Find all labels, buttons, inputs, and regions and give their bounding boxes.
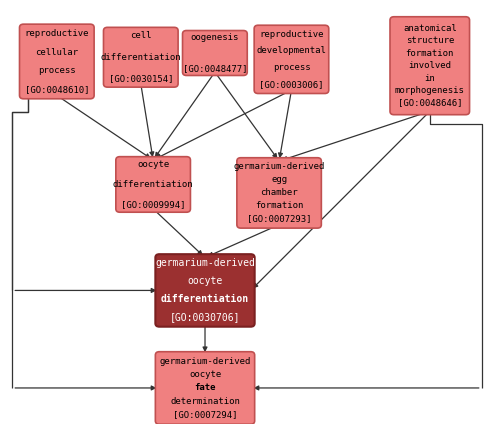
- Text: germarium-derived: germarium-derived: [234, 162, 325, 171]
- Text: structure: structure: [406, 36, 454, 45]
- Text: developmental: developmental: [256, 47, 327, 56]
- Text: oocyte: oocyte: [137, 160, 169, 169]
- Text: [GO:0007293]: [GO:0007293]: [247, 215, 311, 223]
- Text: formation: formation: [255, 201, 303, 210]
- Text: egg: egg: [271, 176, 287, 184]
- Text: [GO:0030154]: [GO:0030154]: [109, 75, 173, 84]
- FancyBboxPatch shape: [103, 28, 178, 87]
- Text: formation: formation: [406, 49, 454, 58]
- FancyBboxPatch shape: [155, 352, 255, 424]
- Text: [GO:0030706]: [GO:0030706]: [170, 312, 240, 322]
- FancyBboxPatch shape: [19, 24, 94, 99]
- Text: morphogenesis: morphogenesis: [395, 86, 465, 95]
- FancyBboxPatch shape: [182, 31, 247, 75]
- FancyBboxPatch shape: [155, 254, 255, 326]
- Text: [GO:0003006]: [GO:0003006]: [259, 80, 324, 89]
- Text: anatomical: anatomical: [403, 24, 456, 33]
- Text: process: process: [273, 63, 310, 72]
- Text: in: in: [424, 74, 435, 83]
- Text: [GO:0048646]: [GO:0048646]: [398, 99, 462, 108]
- FancyBboxPatch shape: [237, 158, 321, 228]
- Text: differentiation: differentiation: [113, 180, 194, 189]
- FancyBboxPatch shape: [116, 157, 191, 212]
- Text: [GO:0009994]: [GO:0009994]: [121, 200, 185, 209]
- Text: [GO:0007294]: [GO:0007294]: [173, 410, 237, 419]
- Text: differentiation: differentiation: [161, 294, 249, 304]
- FancyBboxPatch shape: [390, 17, 469, 115]
- Text: determination: determination: [170, 397, 240, 406]
- Text: germarium-derived: germarium-derived: [155, 259, 255, 268]
- Text: chamber: chamber: [260, 188, 298, 198]
- Text: oocyte: oocyte: [189, 370, 221, 379]
- Text: oocyte: oocyte: [187, 276, 223, 287]
- Text: fate: fate: [194, 383, 216, 393]
- Text: [GO:0048610]: [GO:0048610]: [25, 85, 89, 94]
- Text: cellular: cellular: [35, 48, 79, 57]
- Text: oogenesis: oogenesis: [191, 33, 239, 42]
- Text: germarium-derived: germarium-derived: [160, 357, 250, 365]
- Text: reproductive: reproductive: [25, 29, 89, 38]
- Text: reproductive: reproductive: [259, 30, 324, 39]
- Text: involved: involved: [408, 61, 452, 70]
- FancyBboxPatch shape: [254, 25, 329, 94]
- Text: process: process: [38, 66, 76, 75]
- Text: differentiation: differentiation: [100, 53, 181, 62]
- Text: [GO:0048477]: [GO:0048477]: [183, 64, 247, 73]
- Text: cell: cell: [130, 31, 152, 40]
